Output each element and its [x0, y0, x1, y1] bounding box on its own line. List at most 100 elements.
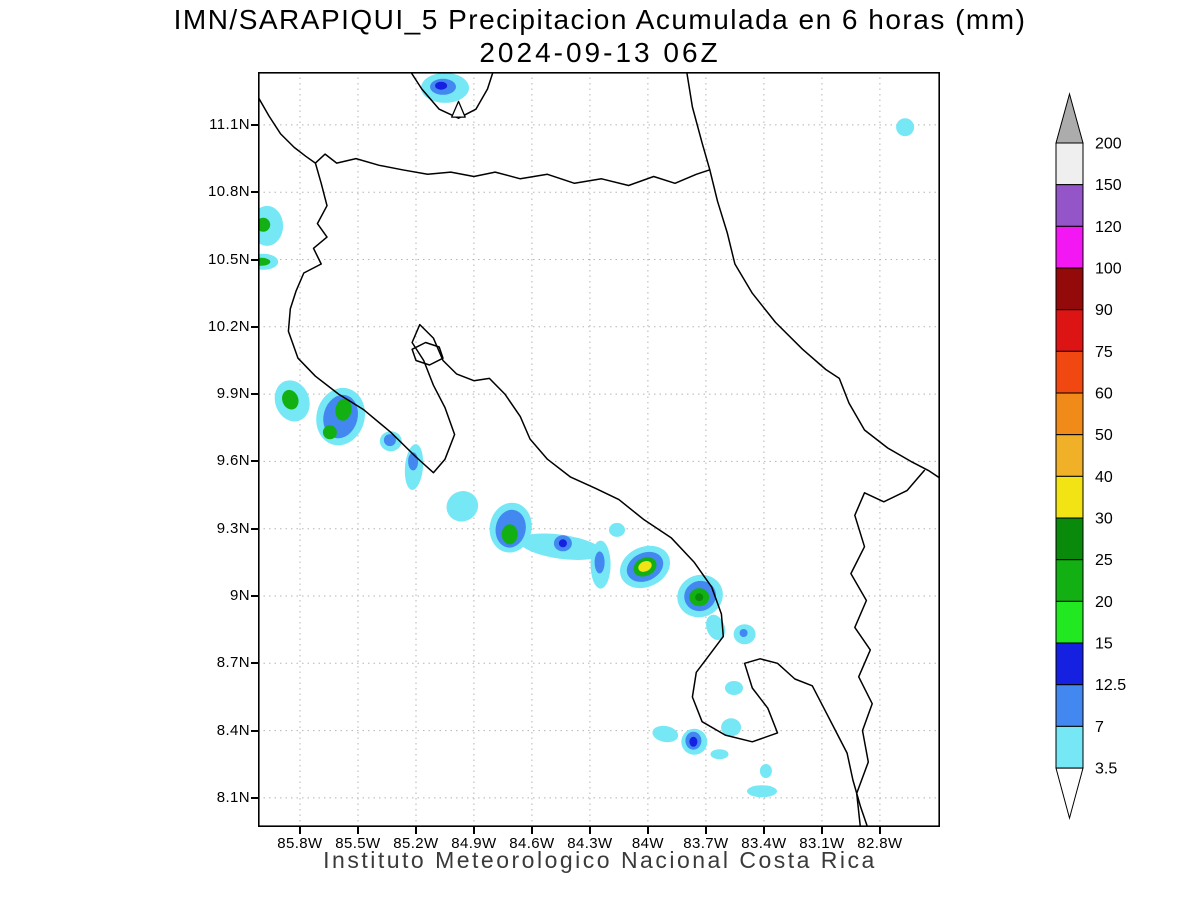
coastline: [287, 162, 870, 831]
precip-cell: [282, 389, 299, 410]
legend-band: [1055, 475, 1084, 519]
precip-cell: [594, 551, 605, 574]
legend-tick-label: 3.5: [1095, 761, 1117, 778]
precip-cell: [725, 681, 743, 695]
map-frame: [258, 72, 941, 828]
coastline: [256, 95, 711, 187]
precip-cell: [747, 785, 777, 798]
precip-cell: [638, 560, 652, 572]
precip-cell: [695, 593, 704, 602]
lat-tick-mark: [251, 796, 258, 799]
page-title: IMN/SARAPIQUI_5 Precipitacion Acumulada …: [0, 3, 1200, 69]
precip-cell: [558, 539, 567, 548]
legend-arrow-above-max: [1055, 92, 1084, 144]
lat-tick-mark: [251, 393, 258, 396]
legend-band: [1055, 559, 1084, 602]
lon-tick-mark: [356, 827, 359, 834]
lon-tick-label: 84.3W: [567, 835, 613, 852]
legend-band: [1055, 184, 1084, 227]
legend-band: [1055, 517, 1084, 561]
map-plot: [248, 70, 943, 831]
lat-tick-label: 10.5N: [207, 250, 250, 268]
lat-tick-label: 8.7N: [216, 654, 250, 672]
legend-tick-label: 150: [1095, 177, 1122, 194]
lon-tick-mark: [472, 827, 475, 834]
lat-tick-label: 9.9N: [216, 385, 250, 403]
legend-tick-label: 100: [1095, 261, 1122, 278]
island-outline: [411, 341, 444, 366]
lon-tick-label: 85.2W: [393, 835, 439, 852]
color-scale-legend: 200 150 120 100 90 75 60 50 40 30 25 20 15 12.5 7 3.5: [1048, 84, 1198, 844]
lat-tick-label: 9.3N: [216, 519, 250, 537]
legend-tick-label: 75: [1095, 344, 1113, 361]
lon-tick-label: 83.1W: [799, 835, 845, 852]
legend-band: [1055, 600, 1084, 644]
lon-tick-mark: [762, 827, 765, 834]
legend-band: [1055, 267, 1084, 311]
lon-tick-label: 84W: [631, 835, 664, 852]
legend-tick-label: 90: [1095, 302, 1113, 319]
precip-cell: [446, 491, 479, 522]
lat-tick-mark: [251, 325, 258, 328]
lat-tick-label: 11.1N: [209, 115, 250, 133]
lat-tick-mark: [251, 729, 258, 732]
legend-band: [1055, 642, 1084, 686]
legend-band: [1055, 725, 1084, 769]
lat-tick-label: 9.6N: [216, 452, 250, 470]
lon-tick-label: 83.7W: [683, 835, 729, 852]
lon-tick-label: 82.8W: [857, 835, 903, 852]
legend-tick-label: 12.5: [1095, 677, 1126, 694]
lat-tick-mark: [251, 527, 258, 530]
precip-cell: [383, 434, 396, 447]
precip-cell: [335, 398, 352, 421]
precip-cell: [739, 629, 748, 637]
precip-cell: [609, 522, 625, 537]
legend-svg: 200 150 120 100 90 75 60 50 40 30 25 20 15 12.5 7 3.5: [1055, 92, 1126, 821]
legend-tick-label: 25: [1095, 552, 1113, 569]
legend-tick-label: 200: [1095, 136, 1122, 153]
legend-tick-label: 15: [1095, 636, 1113, 653]
legend-band: [1055, 684, 1084, 727]
lat-tick-mark: [251, 595, 258, 598]
lat-tick-mark: [251, 662, 258, 665]
lon-tick-mark: [588, 827, 591, 834]
lon-tick-label: 84.6W: [509, 835, 555, 852]
coastline: [409, 70, 495, 119]
lon-tick-mark: [414, 827, 417, 834]
title-line1: IMN/SARAPIQUI_5 Precipitacion Acumulada …: [173, 4, 1027, 35]
precip-cell: [710, 749, 729, 760]
legend-band: [1055, 309, 1084, 352]
lon-tick-label: 85.8W: [277, 835, 323, 852]
lon-tick-label: 85.5W: [335, 835, 381, 852]
lat-tick-label: 10.2N: [207, 317, 250, 335]
lon-tick-mark: [530, 827, 533, 834]
legend-band: [1055, 392, 1084, 436]
precip-cell: [652, 725, 679, 743]
legend-arrow-below-min: [1055, 767, 1084, 821]
precip-cell: [721, 718, 742, 737]
coastline: [685, 70, 943, 481]
precip-cell: [501, 524, 518, 545]
legend-band: [1055, 434, 1084, 477]
lat-tick-label: 8.1N: [216, 788, 250, 806]
legend-tick-label: 60: [1095, 386, 1113, 403]
legend-band: [1055, 142, 1084, 186]
precip-cell: [322, 425, 337, 440]
lat-tick-mark: [251, 191, 258, 194]
lon-tick-mark: [820, 827, 823, 834]
lon-tick-label: 84.9W: [451, 835, 497, 852]
lon-tick-label: 83.4W: [741, 835, 787, 852]
footer-caption: Instituto Meteorologico Nacional Costa R…: [323, 847, 877, 873]
precip-cell: [689, 736, 698, 747]
legend-tick-label: 40: [1095, 469, 1113, 486]
volcano-island-marker: [451, 100, 466, 118]
lat-tick-mark: [251, 460, 258, 463]
lon-tick-mark: [646, 827, 649, 834]
lon-tick-mark: [298, 827, 301, 834]
legend-tick-label: 20: [1095, 594, 1113, 611]
precip-cell: [896, 118, 915, 137]
legend-tick-label: 50: [1095, 427, 1113, 444]
lat-tick-mark: [251, 258, 258, 261]
legend-band: [1055, 225, 1084, 269]
